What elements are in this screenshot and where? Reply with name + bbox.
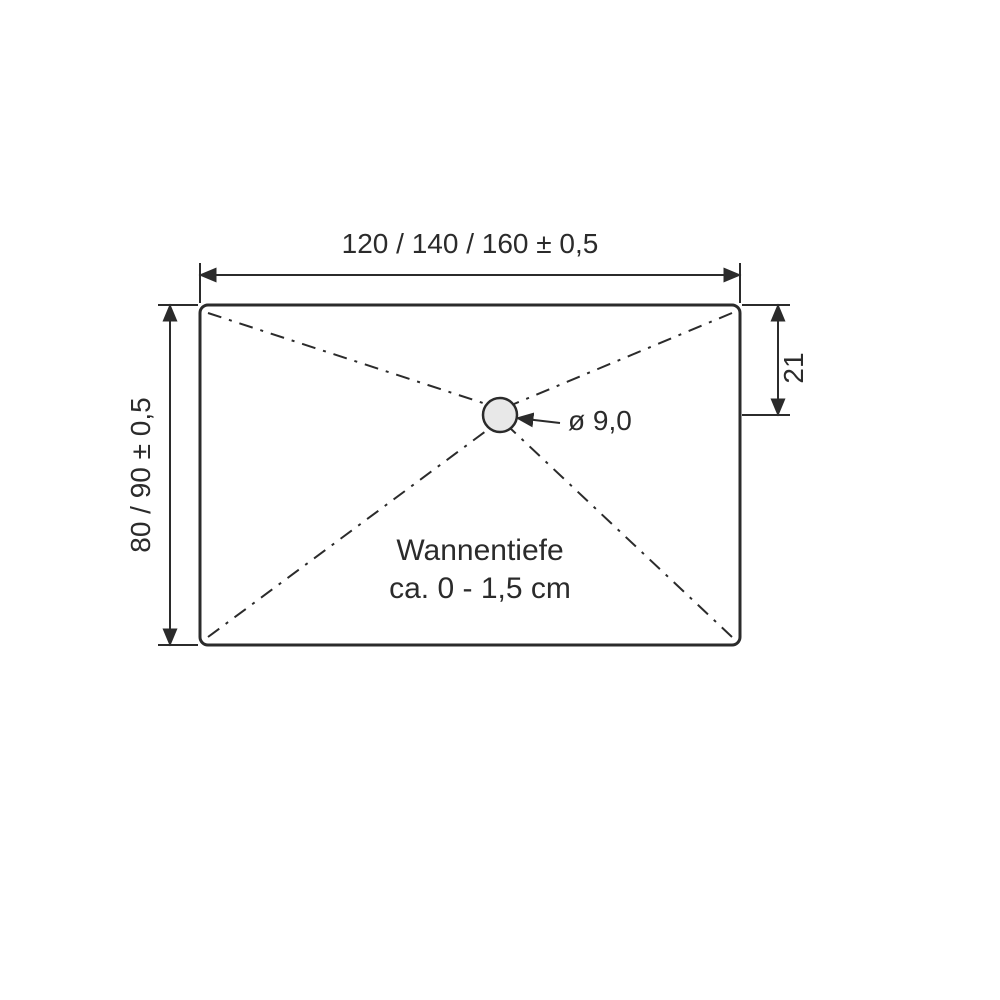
technical-drawing: ø 9,0 120 / 140 / 160 ± 0,5 80 / 90 ± 0,… — [0, 0, 1000, 1000]
height-label: 80 / 90 ± 0,5 — [125, 397, 156, 552]
diameter-callout: ø 9,0 — [517, 405, 632, 436]
dim-width: 120 / 140 / 160 ± 0,5 — [200, 228, 740, 303]
offset21-label: 21 — [778, 352, 809, 383]
note-line1: Wannentiefe — [396, 534, 563, 567]
dim-offset-21: 21 — [742, 305, 809, 415]
dim-height: 80 / 90 ± 0,5 — [125, 305, 198, 645]
diameter-label: ø 9,0 — [568, 405, 632, 436]
depth-note: Wannentiefe ca. 0 - 1,5 cm — [389, 534, 571, 605]
drain-hole — [483, 398, 517, 432]
width-label: 120 / 140 / 160 ± 0,5 — [342, 228, 599, 259]
note-line2: ca. 0 - 1,5 cm — [389, 572, 571, 605]
